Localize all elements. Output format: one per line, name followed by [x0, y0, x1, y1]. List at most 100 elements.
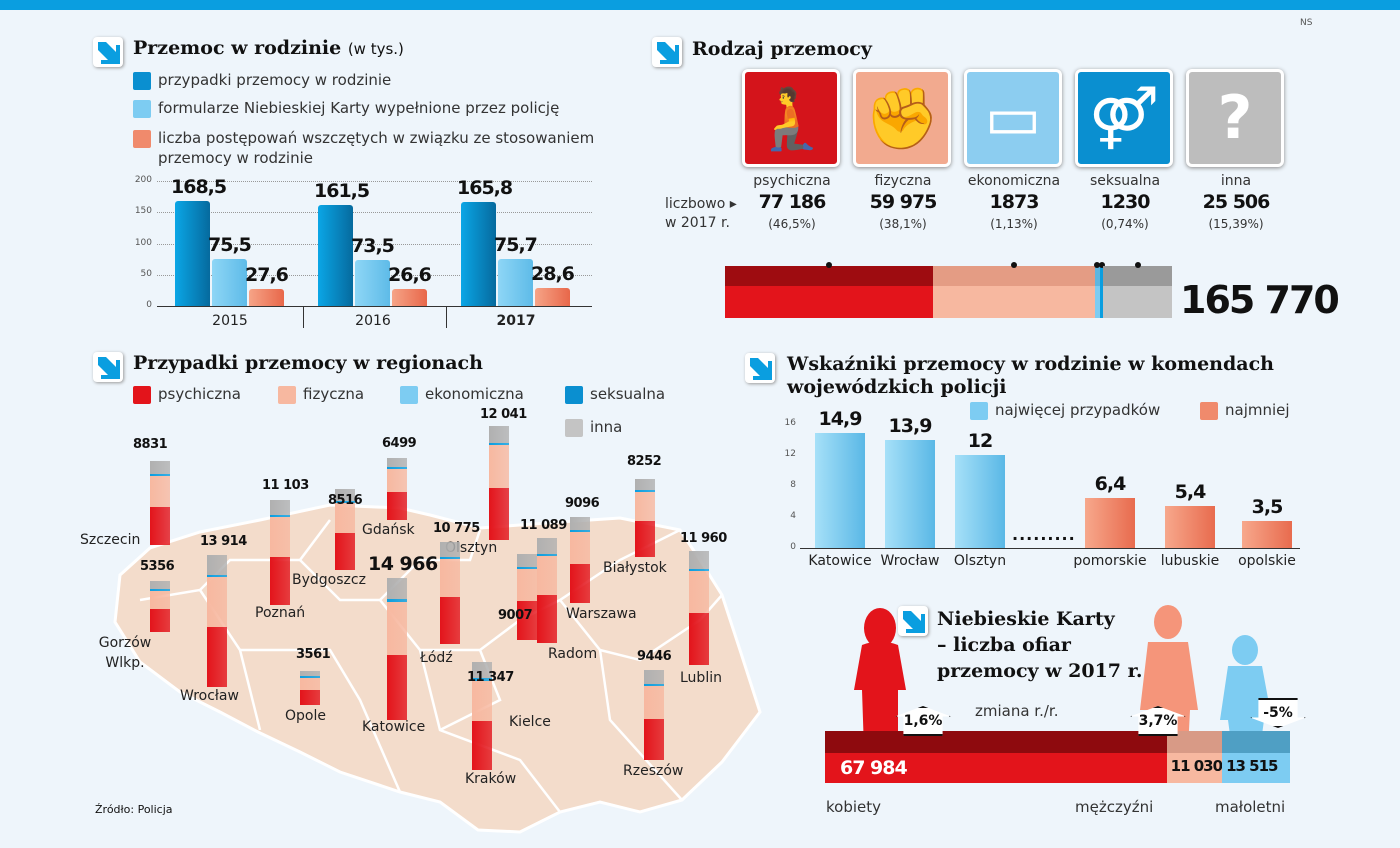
bar-segment-top: [1222, 731, 1290, 753]
region-column: [387, 458, 407, 520]
legend-swatch: [133, 130, 151, 148]
column-segment: [472, 720, 492, 770]
bar-value-label: 75,7: [494, 233, 538, 256]
legend-swatch: [1200, 402, 1218, 420]
x-tick-label: Wrocław: [880, 553, 940, 569]
bar: [815, 432, 865, 548]
y-tick-label: 16: [784, 418, 796, 428]
column-segment: [387, 577, 407, 600]
bar-segment: [1166, 753, 1223, 783]
column-segment: [472, 662, 492, 679]
gridline: [157, 306, 592, 307]
region-column: [472, 662, 492, 770]
column-segment: [387, 469, 407, 493]
legend-label: najmniej: [1225, 401, 1290, 419]
type-count: 1873: [989, 191, 1040, 213]
fist-icon: ✊: [853, 69, 951, 167]
column-segment: [150, 475, 170, 507]
crouching-person-icon: 🧎: [742, 69, 840, 167]
separator-dots: .........: [1012, 525, 1076, 544]
region-name: Opole: [285, 708, 326, 724]
region-name: Gdańsk: [362, 522, 415, 538]
section-title-violence-type: Rodzaj przemocy: [692, 38, 872, 60]
gridline: [157, 243, 592, 245]
region-column: [644, 670, 664, 760]
region-value: 11 089: [520, 518, 567, 533]
legend-label: najwięcej przypadków: [995, 401, 1161, 419]
region-value: 8831: [133, 437, 168, 452]
bar-segment-top: [1166, 731, 1223, 753]
bar: [318, 205, 353, 306]
type-percent: (1,13%): [990, 217, 1038, 231]
region-column: [387, 577, 407, 720]
column-segment: [300, 690, 320, 705]
region-name: Poznań: [255, 605, 306, 621]
legend-label: przypadki przemocy w rodzinie: [158, 71, 392, 89]
leader-dot: [1094, 262, 1101, 268]
x-tick-label: pomorskie: [1073, 553, 1147, 569]
bar-segment: [725, 286, 934, 318]
type-count: 77 186: [758, 191, 827, 213]
x-tick-label: Katowice: [808, 553, 872, 569]
region-name: Bydgoszcz: [292, 572, 366, 588]
arrow-icon: [93, 37, 123, 67]
region-value: 5356: [140, 559, 175, 574]
column-segment: [387, 492, 407, 520]
legend-label: inna: [590, 418, 623, 436]
type-percent: (15,39%): [1208, 217, 1264, 231]
region-name: Kraków: [465, 771, 517, 787]
category-label: mężczyźni: [1075, 798, 1154, 816]
column-segment: [207, 626, 227, 687]
column-segment: [335, 489, 355, 502]
region-name: Białystok: [603, 560, 667, 576]
region-name: Radom: [548, 646, 598, 662]
bar: [355, 260, 390, 306]
legend-swatch: [970, 402, 988, 420]
region-name: Łódź: [420, 650, 453, 666]
leader-dot: [1010, 262, 1017, 268]
question-mark-icon: ?: [1186, 69, 1284, 167]
woman-silhouette: [854, 608, 906, 750]
legend-label: formularze Niebieskiej Karty wypełnione …: [158, 99, 560, 117]
region-column: [440, 541, 460, 644]
bar: [535, 288, 570, 306]
y-tick-label: 200: [134, 175, 152, 185]
bar: [498, 258, 533, 306]
column-segment: [440, 559, 460, 598]
bar: [249, 288, 284, 306]
column-segment: [270, 515, 290, 518]
column-segment: [335, 501, 355, 504]
bar-segment: [825, 753, 1167, 783]
wallet-icon: ▭: [964, 69, 1062, 167]
arrow-icon: [652, 37, 682, 67]
y-tick-label: 0: [790, 542, 796, 552]
legend-swatch: [278, 386, 296, 404]
bar-value-label: 75,5: [208, 233, 252, 256]
column-segment: [207, 577, 227, 627]
region-name: Gorzów Wlkp.: [98, 635, 152, 671]
region-name: Wrocław: [180, 688, 239, 704]
bar-value-label: 3,5: [1251, 495, 1284, 518]
bar: [175, 200, 210, 306]
column-segment: [440, 541, 460, 558]
section-title-blue-cards: Niebieskie Karty – liczba ofiar przemocy w…: [937, 608, 1143, 682]
bar-segment: [1099, 286, 1104, 318]
change-label: zmiana r./r.: [975, 702, 1059, 720]
leader-dot: [826, 262, 833, 268]
bar-segment-top: [1103, 266, 1172, 286]
region-value: 10 775: [433, 521, 480, 536]
column-segment: [689, 551, 709, 569]
credit: NS: [1300, 18, 1313, 28]
bar-segment: [1103, 286, 1172, 318]
region-column: [150, 581, 170, 632]
region-column: [300, 671, 320, 705]
bar: [1242, 520, 1292, 548]
region-column: [270, 499, 290, 605]
gridline: [157, 181, 592, 182]
column-segment: [689, 613, 709, 665]
bar-value-label: 73,5: [351, 235, 395, 258]
arrow-icon: [93, 352, 123, 382]
bar-segment: [933, 286, 1095, 318]
legend-swatch: [133, 386, 151, 404]
x-tick-label: lubuskie: [1160, 553, 1220, 569]
